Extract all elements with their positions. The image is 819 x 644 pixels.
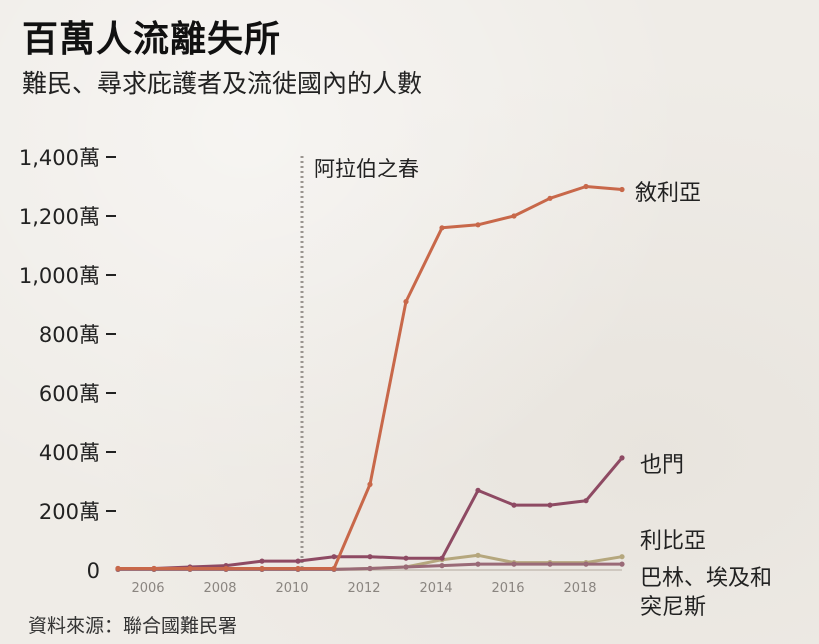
- series-point-1: [439, 555, 445, 561]
- series-point-2: [439, 563, 445, 569]
- y-tick-label: 0: [87, 559, 100, 583]
- series-point-0: [151, 565, 157, 572]
- y-tick-label: 1,200萬: [19, 205, 100, 229]
- y-tick-label: 600萬: [39, 382, 100, 406]
- series-point-1: [331, 554, 337, 560]
- series-point-1: [619, 455, 625, 461]
- chart-title: 百萬人流離失所: [22, 19, 282, 60]
- series-point-1: [259, 558, 265, 564]
- series-point-1: [511, 502, 517, 508]
- series-point-2: [511, 561, 517, 567]
- x-tick-label: 2006: [131, 581, 164, 596]
- series-point-0: [475, 222, 481, 228]
- series-point-0: [619, 186, 625, 193]
- series-point-0: [583, 183, 589, 190]
- series-point-2: [583, 561, 589, 567]
- y-tick-label: 400萬: [39, 441, 100, 465]
- series-point-3: [475, 552, 481, 558]
- series-point-2: [475, 561, 481, 567]
- series-point-2: [403, 564, 409, 570]
- series-point-0: [223, 565, 229, 572]
- series-line-0: [116, 185, 624, 570]
- series-point-3: [619, 554, 625, 560]
- chart-subtitle: 難民、尋求庇護者及流徙國內的人數: [22, 69, 423, 98]
- series-point-2: [547, 561, 553, 567]
- y-tick-label: 200萬: [39, 500, 100, 524]
- series-point-0: [511, 213, 517, 219]
- series-label: 敘利亞: [635, 181, 701, 206]
- series-point-1: [583, 498, 589, 504]
- series-point-1: [295, 558, 301, 564]
- series-label: 也門: [640, 453, 684, 478]
- arab-spring-annotation: 阿拉伯之春: [314, 157, 419, 181]
- series-point-0: [259, 565, 265, 572]
- series-label: 巴林、埃及和: [640, 566, 772, 591]
- series-point-1: [475, 487, 481, 493]
- x-tick-label: 2016: [491, 581, 524, 596]
- source-note: 資料來源：聯合國難民署: [28, 615, 238, 637]
- series-point-0: [295, 565, 301, 572]
- series-label: 利比亞: [640, 529, 706, 554]
- series-point-0: [403, 299, 409, 305]
- y-tick-label: 800萬: [39, 323, 100, 347]
- y-tick-label: 1,000萬: [19, 264, 100, 288]
- series-point-1: [367, 554, 373, 560]
- series-point-0: [367, 481, 373, 487]
- series-point-0: [115, 565, 121, 572]
- y-tick-label: 1,400萬: [19, 146, 100, 170]
- series-point-1: [547, 502, 553, 508]
- x-tick-label: 2012: [347, 581, 380, 596]
- series-point-2: [619, 561, 625, 567]
- x-tick-label: 2010: [275, 581, 308, 596]
- series-point-0: [187, 565, 193, 572]
- series-point-0: [331, 565, 337, 572]
- series-label: 突尼斯: [640, 595, 706, 620]
- x-tick-label: 2018: [563, 581, 596, 596]
- series-point-1: [403, 555, 409, 561]
- series-point-0: [439, 225, 445, 231]
- series-point-0: [547, 195, 553, 201]
- series-point-2: [367, 565, 373, 572]
- x-tick-label: 2008: [203, 581, 236, 596]
- x-tick-label: 2014: [419, 581, 452, 596]
- series-line-1: [116, 456, 624, 570]
